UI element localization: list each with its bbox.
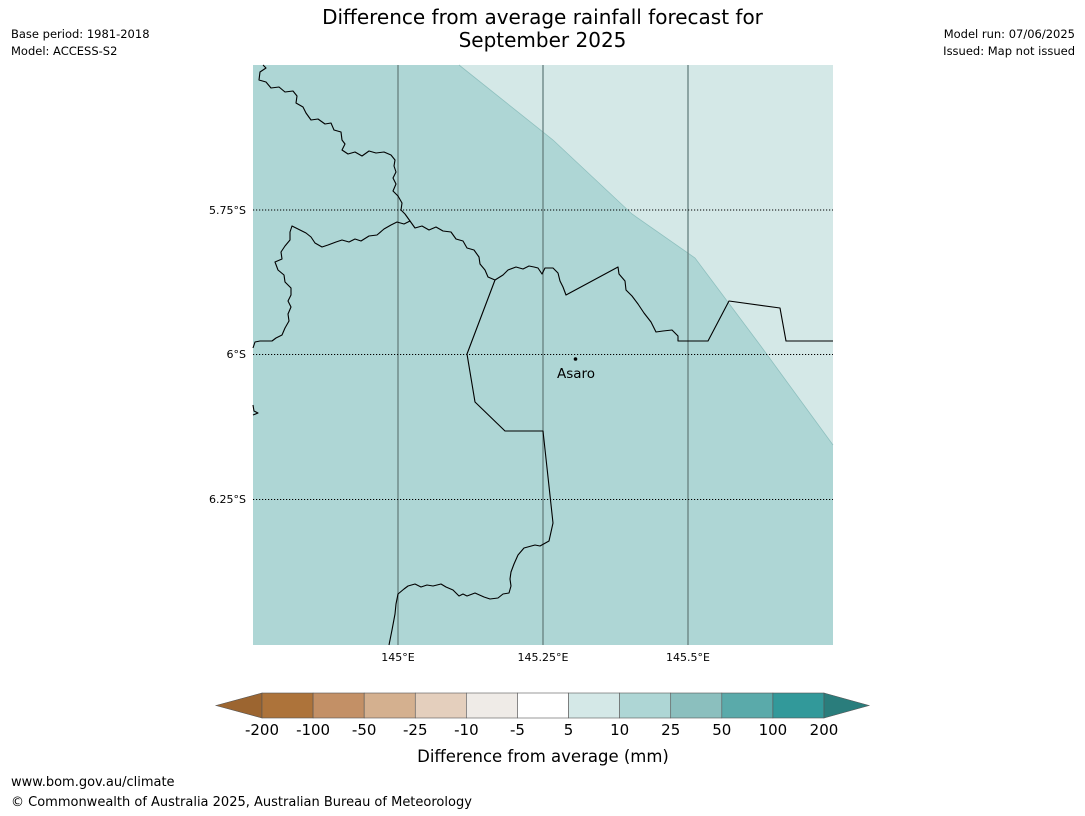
boundary-west-stub xyxy=(252,404,259,416)
longitude-label-145: 145°E xyxy=(381,651,414,664)
legend-tick-label: -25 xyxy=(403,721,428,739)
issued-text: Issued: Map not issued xyxy=(943,44,1075,58)
metadata-left: Base period: 1981-2018 Model: ACCESS-S2 xyxy=(11,26,150,60)
legend-swatch-5 xyxy=(517,692,569,719)
legend-extend-above xyxy=(823,692,871,719)
latitude-label-6-25: 6.25°S xyxy=(209,493,246,506)
asaro-label: Asaro xyxy=(557,366,595,382)
footer-copyright: © Commonwealth of Australia 2025, Austra… xyxy=(11,795,472,810)
legend-extend-below xyxy=(214,692,263,719)
legend-tick-label: -5 xyxy=(510,721,525,739)
metadata-right: Model run: 07/06/2025 Issued: Map not is… xyxy=(943,26,1075,60)
longitude-label-145-5: 145.5°E xyxy=(666,651,710,664)
legend-tick-label: 100 xyxy=(759,721,788,739)
province-boundaries xyxy=(252,64,833,646)
legend-swatch-7 xyxy=(619,692,672,719)
legend-tick-label: -100 xyxy=(296,721,330,739)
model-text: Model: ACCESS-S2 xyxy=(11,44,118,58)
legend-tick-label: 50 xyxy=(712,721,731,739)
title-line-1: Difference from average rainfall forecas… xyxy=(322,5,763,29)
legend-swatch-10 xyxy=(772,692,825,719)
legend-swatch-1 xyxy=(312,692,365,719)
legend-tick-label: 5 xyxy=(564,721,574,739)
longitude-label-145-25: 145.25°E xyxy=(518,651,569,664)
boundary-western-highlands xyxy=(388,279,554,646)
latitude-label-5-75: 5.75°S xyxy=(209,204,246,217)
legend-swatch-3 xyxy=(414,692,467,719)
legend-tick-label: -200 xyxy=(245,721,279,739)
footer-url: www.bom.gov.au/climate xyxy=(11,775,175,790)
legend-tick-label: -10 xyxy=(454,721,479,739)
boundary-central-ridge xyxy=(409,220,833,342)
legend-tick-label: -50 xyxy=(352,721,377,739)
legend-swatch-8 xyxy=(670,692,723,719)
base-period-text: Base period: 1981-2018 xyxy=(11,27,150,41)
chart-title: Difference from average rainfall forecas… xyxy=(0,6,1085,52)
legend-swatch-9 xyxy=(721,692,774,719)
boundary-north-west xyxy=(252,64,411,349)
rainfall-zone-5-10mm xyxy=(459,65,833,445)
zone-boundary-line xyxy=(458,64,834,446)
legend-tick-label: 200 xyxy=(810,721,839,739)
colorbar-legend: -200 -100 -50 -25 -10 -5 5 10 25 50 100 200 xyxy=(214,692,871,739)
legend-tick-label: 25 xyxy=(661,721,680,739)
asaro-location-dot xyxy=(573,357,578,361)
legend-swatch-0 xyxy=(261,692,314,719)
legend-swatch-6 xyxy=(568,692,620,719)
legend-swatch-4 xyxy=(466,692,518,719)
legend-tick-label: 10 xyxy=(610,721,629,739)
model-run-text: Model run: 07/06/2025 xyxy=(943,27,1075,41)
latitude-label-6: 6°S xyxy=(227,348,246,361)
legend-title: Difference from average (mm) xyxy=(417,747,669,766)
legend-swatch-2 xyxy=(363,692,416,719)
title-line-2: September 2025 xyxy=(458,28,627,52)
